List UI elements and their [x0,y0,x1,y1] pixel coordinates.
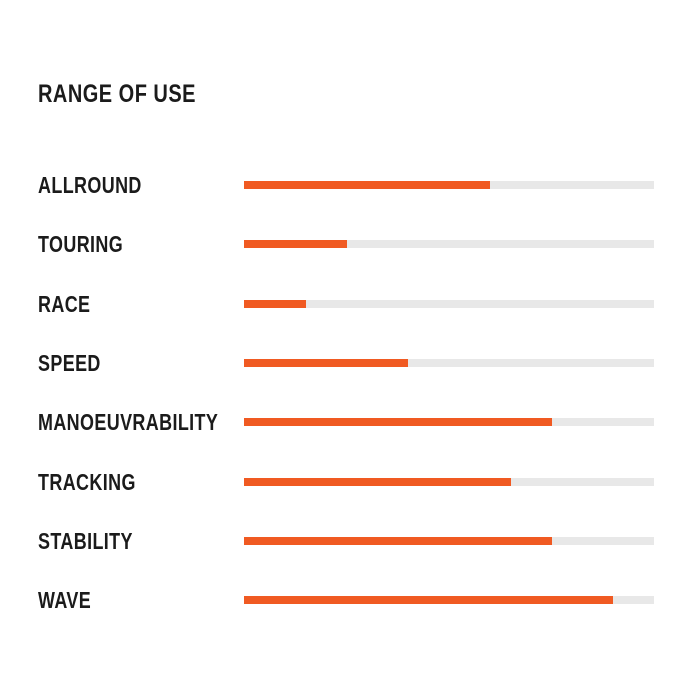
chart-row-label: RACE [38,290,91,317]
chart-row-track [244,418,654,427]
chart-row-fill [244,358,408,367]
chart-row-track [244,240,654,249]
chart-row: TOURING [0,229,700,259]
chart-row-label: ALLROUND [38,172,142,198]
chart-row-fill [244,536,552,545]
page-title: RANGE OF USE [38,80,196,108]
chart-row-label: STABILITY [38,527,133,554]
chart-row: WAVE [0,585,700,615]
chart-row-track [244,596,654,605]
chart-row-track [244,181,654,189]
chart-row: MANOEUVRABILITY [0,407,700,437]
chart-row-label: TRACKING [38,468,136,495]
chart-row: TRACKING [0,467,700,497]
chart-row-label: MANOEUVRABILITY [38,409,219,436]
chart-row-label: SPEED [38,349,101,376]
chart-row-label: TOURING [38,231,124,258]
chart-row-fill [244,418,552,427]
chart-row-fill [244,240,347,249]
chart-row-track [244,299,654,308]
chart-row-label: WAVE [38,587,92,614]
chart-row-track [244,536,654,545]
chart-row-fill [244,596,613,605]
chart-row: SPEED [0,348,700,378]
chart-row-track [244,477,654,486]
chart-row: ALLROUND [0,170,700,200]
chart-row-fill [244,477,511,486]
chart-row-fill [244,181,490,189]
chart-row: RACE [0,289,700,319]
chart-row-fill [244,299,306,308]
chart-row: STABILITY [0,526,700,556]
chart-row-track [244,358,654,367]
